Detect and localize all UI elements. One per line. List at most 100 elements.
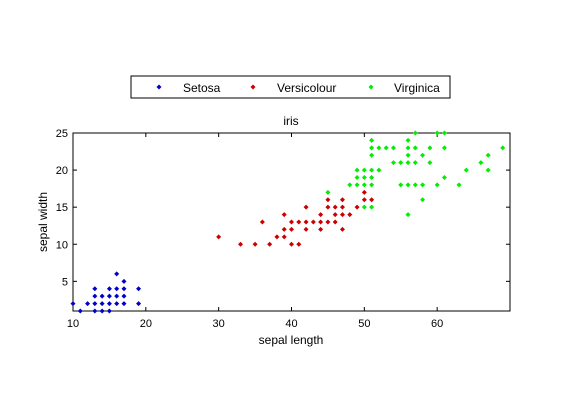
data-point-setosa	[99, 301, 105, 307]
data-point-versicolour	[332, 212, 338, 218]
data-point-setosa	[99, 293, 105, 299]
data-point-virginica	[434, 130, 440, 136]
legend-marker-versicolour	[250, 84, 256, 90]
data-point-virginica	[361, 182, 367, 188]
data-point-virginica	[369, 175, 375, 180]
data-point-virginica	[376, 167, 382, 173]
legend-label-virginica: Virginica	[394, 81, 440, 95]
x-axis-label: sepal length	[259, 333, 324, 347]
data-point-versicolour	[259, 219, 265, 225]
data-point-virginica	[390, 145, 396, 151]
data-point-virginica	[427, 160, 433, 166]
legend-entry-virginica: Virginica	[368, 81, 440, 95]
data-point-setosa	[106, 293, 112, 299]
data-point-versicolour	[267, 241, 273, 247]
data-points	[70, 130, 506, 314]
data-point-virginica	[390, 160, 396, 166]
data-point-versicolour	[289, 219, 294, 225]
data-point-virginica	[405, 160, 411, 166]
data-point-versicolour	[354, 204, 360, 210]
data-point-virginica	[383, 145, 389, 151]
data-point-virginica	[427, 145, 433, 151]
data-point-virginica	[463, 167, 469, 173]
data-point-versicolour	[296, 241, 302, 247]
data-point-versicolour	[216, 234, 222, 240]
data-point-virginica	[398, 160, 404, 166]
data-point-versicolour	[339, 226, 345, 232]
y-axis-label: sepal width	[36, 192, 50, 252]
data-point-versicolour	[361, 189, 367, 195]
data-point-setosa	[106, 286, 112, 292]
x-tick-label: 30	[213, 318, 225, 330]
data-point-versicolour	[281, 234, 287, 240]
data-point-versicolour	[318, 212, 324, 218]
data-point-virginica	[405, 152, 411, 158]
data-point-virginica	[405, 182, 411, 188]
y-tick-label: 10	[56, 239, 68, 251]
data-point-setosa	[114, 301, 120, 307]
data-point-versicolour	[325, 204, 331, 210]
data-point-setosa	[106, 301, 112, 307]
data-point-versicolour	[369, 197, 375, 203]
data-point-versicolour	[332, 204, 338, 210]
data-point-virginica	[420, 182, 426, 188]
chart-title: iris	[283, 114, 298, 128]
x-tick-label: 10	[67, 318, 79, 330]
data-point-virginica	[369, 204, 375, 210]
data-point-virginica	[369, 167, 375, 173]
data-point-setosa	[121, 293, 127, 299]
data-point-setosa	[136, 286, 142, 292]
x-tick-label: 50	[358, 318, 370, 330]
y-tick-label: 15	[56, 202, 68, 214]
data-point-versicolour	[318, 219, 324, 225]
x-tick-label: 40	[285, 318, 297, 330]
legend: Setosa Versicolour Virginica	[130, 75, 451, 99]
data-point-versicolour	[325, 197, 331, 203]
data-point-virginica	[369, 152, 375, 158]
data-point-virginica	[405, 137, 411, 143]
data-point-setosa	[106, 308, 112, 314]
data-point-virginica	[441, 145, 447, 151]
data-point-virginica	[456, 182, 462, 188]
data-point-versicolour	[289, 241, 294, 247]
legend-box	[130, 75, 451, 99]
data-point-versicolour	[281, 226, 287, 232]
data-point-versicolour	[332, 219, 338, 225]
data-point-setosa	[85, 301, 91, 307]
legend-label-versicolour: Versicolour	[277, 81, 336, 95]
data-point-virginica	[369, 182, 375, 188]
y-axis-ticks: 5 10 15 20 25	[56, 128, 510, 288]
data-point-setosa	[121, 301, 127, 307]
data-point-virginica	[485, 167, 491, 173]
legend-entry-versicolour: Versicolour	[250, 81, 336, 95]
data-point-versicolour	[289, 226, 294, 232]
data-point-versicolour	[303, 204, 309, 210]
data-point-versicolour	[339, 204, 345, 210]
data-point-setosa	[114, 271, 120, 277]
data-point-virginica	[325, 189, 331, 195]
data-point-versicolour	[339, 212, 345, 218]
data-point-setosa	[114, 286, 120, 292]
data-point-versicolour	[318, 226, 324, 232]
data-point-setosa	[92, 308, 98, 314]
data-point-versicolour	[339, 197, 345, 203]
data-point-virginica	[361, 167, 367, 173]
data-point-versicolour	[281, 212, 287, 218]
data-point-setosa	[136, 301, 142, 307]
data-point-versicolour	[274, 234, 280, 240]
x-tick-label: 60	[431, 318, 443, 330]
data-point-setosa	[121, 286, 127, 292]
data-point-virginica	[420, 197, 426, 203]
data-point-virginica	[478, 160, 484, 166]
data-point-virginica	[405, 145, 411, 151]
data-point-virginica	[354, 182, 360, 188]
data-point-versicolour	[303, 219, 309, 225]
x-tick-label: 20	[140, 318, 152, 330]
data-point-virginica	[412, 145, 418, 151]
data-point-virginica	[441, 130, 447, 136]
data-point-setosa	[92, 301, 98, 307]
data-point-setosa	[121, 278, 127, 284]
data-point-virginica	[361, 204, 367, 210]
data-point-setosa	[70, 301, 76, 307]
